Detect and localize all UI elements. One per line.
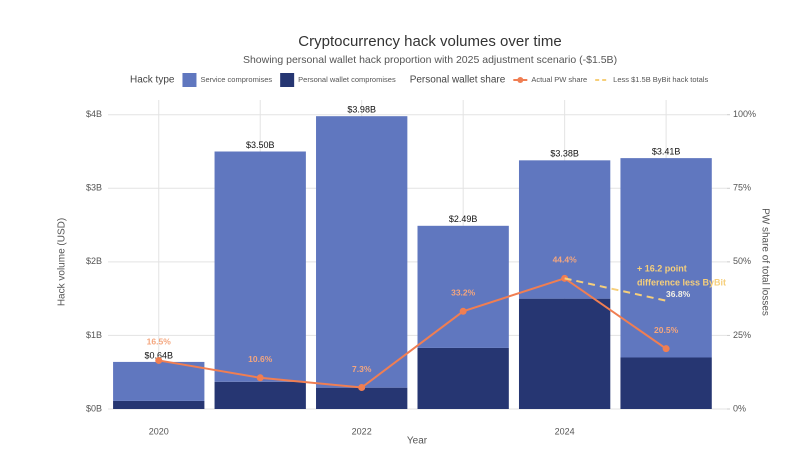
legend-title: Hack type: [130, 75, 175, 86]
x-axis-title: Year: [407, 436, 428, 447]
x-tick-label: 2020: [149, 426, 169, 436]
line-point: [256, 374, 264, 382]
line-point: [459, 307, 467, 315]
x-tick-label: 2024: [555, 426, 575, 436]
annotation: + 16.2 point: [637, 263, 687, 273]
data-label: 44.4%: [553, 255, 578, 265]
bar-segment: [113, 400, 205, 409]
legend-label: Actual PW share: [531, 75, 587, 84]
y2-tick-label: 100%: [733, 109, 756, 119]
data-label: 10.6%: [248, 354, 273, 364]
legend-label: Less $1.5B ByBit hack totals: [613, 75, 708, 84]
legend-swatch: [280, 73, 295, 87]
bar-segment: [214, 381, 306, 409]
line-series: [158, 277, 667, 389]
bar-segment: [113, 361, 205, 401]
data-label: 33.2%: [451, 288, 476, 298]
y2-tick-label: 0%: [733, 403, 746, 413]
total-label: $3.38B: [550, 149, 579, 159]
total-label: $3.41B: [652, 146, 681, 156]
y-tick-label: $3B: [86, 183, 102, 193]
data-label: 16.5%: [147, 337, 172, 347]
bar-segment: [417, 347, 509, 409]
y-axis-title: Hack volume (USD): [57, 218, 68, 306]
bar-segment: [417, 225, 509, 348]
bar-segment: [518, 298, 611, 409]
legend-swatch: [182, 73, 197, 87]
bar-segment: [620, 158, 712, 358]
data-label: 20.5%: [654, 325, 679, 335]
chart-subtitle: Showing personal wallet hack proportion …: [243, 54, 617, 66]
data-label: 7.3%: [352, 364, 372, 374]
bar-segment: [620, 357, 712, 409]
legend-label: Personal wallet compromises: [298, 75, 396, 84]
x-tick-label: 2022: [352, 426, 372, 436]
chart-title: Cryptocurrency hack volumes over time: [298, 33, 561, 50]
y2-tick-label: 25%: [733, 330, 751, 340]
legend-swatch: [517, 77, 524, 83]
legend-title: Personal wallet share: [410, 75, 506, 86]
y-tick-label: $2B: [86, 256, 102, 266]
legend-label: Service compromises: [200, 75, 272, 84]
data-label: 36.8%: [666, 289, 691, 299]
y-tick-label: $1B: [86, 330, 102, 340]
bar-segment: [316, 387, 408, 409]
total-label: $2.49B: [449, 214, 478, 224]
y2-tick-label: 50%: [733, 256, 751, 266]
line-series: [564, 277, 667, 302]
y-tick-label: $0B: [86, 403, 102, 413]
annotation: difference less ByBit: [637, 277, 726, 287]
bar-segment: [214, 151, 306, 382]
line-point: [662, 345, 670, 353]
y2-tick-label: 75%: [733, 183, 751, 193]
y2-axis-title: PW share of total losses: [759, 208, 770, 316]
line-point: [155, 356, 163, 364]
bar-segment: [316, 116, 408, 388]
y-tick-label: $4B: [86, 109, 102, 119]
total-label: $3.50B: [246, 140, 275, 150]
total-label: $0.64B: [144, 350, 173, 360]
line-point: [358, 384, 366, 392]
total-label: $3.98B: [347, 105, 376, 115]
